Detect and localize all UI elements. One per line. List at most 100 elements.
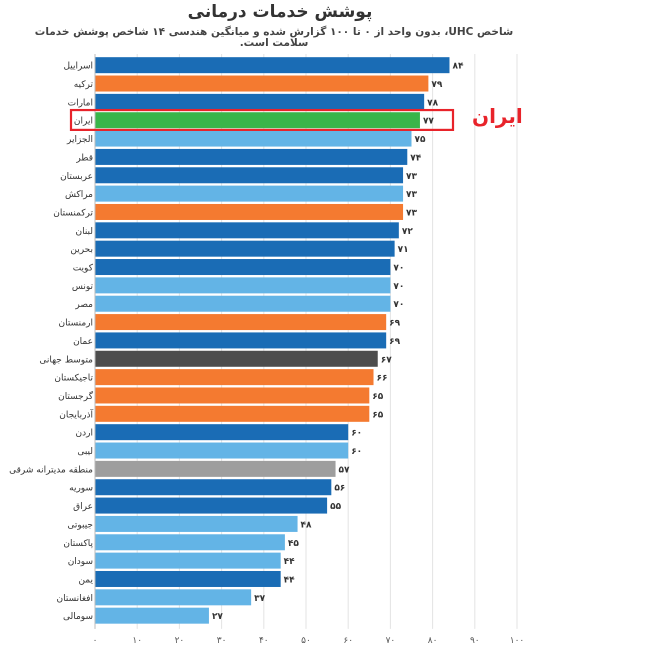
value-label: ۳۷ [254, 594, 265, 604]
x-tick-label: ۹۰ [470, 636, 480, 646]
bar [95, 259, 391, 276]
x-tick-label: ۱۰۰ [510, 636, 525, 646]
highlight-callout-label: ایران [472, 104, 523, 128]
bar [95, 552, 281, 569]
x-tick-label: ۴۰ [259, 636, 269, 646]
bar [95, 93, 425, 110]
value-label: ۴۴ [284, 557, 295, 567]
bar [95, 387, 370, 404]
x-tick-label: ۱۰ [132, 636, 142, 646]
value-label: ۷۹ [431, 80, 442, 90]
bar [95, 369, 374, 386]
value-label: ۷۳ [406, 172, 417, 182]
value-label: ۵۵ [330, 502, 341, 512]
value-label: ۷۳ [406, 190, 417, 200]
category-label: منطقه مدیترانه شرقی [9, 465, 93, 475]
bars-layer [95, 57, 450, 624]
value-label: ۷۰ [393, 264, 404, 274]
value-label: ۲۷ [212, 612, 223, 622]
labels-layer: اسراییل ۸۴ ترکیه ۷۹ امارات ۷۸ ایران ۷۷ الجزایر ۷۵… [9, 62, 464, 622]
bar [95, 222, 399, 239]
chart-subtitle: شاخص UHC، بدون واحد از ۰ تا ۱۰۰ گزارش شد… [34, 26, 514, 49]
bar [95, 442, 349, 459]
value-label: ۴۴ [284, 575, 295, 585]
category-label: الجزایر [66, 135, 93, 145]
category-label: آذربایجان [59, 408, 93, 420]
value-label: ۵۶ [334, 484, 345, 494]
x-tick-label: ۳۰ [217, 636, 227, 646]
bar [95, 607, 209, 624]
value-label: ۶۹ [389, 319, 400, 329]
category-label: مراکش [65, 190, 93, 200]
value-label: ۷۵ [415, 135, 426, 145]
category-label: ارمنستان [59, 319, 93, 329]
category-label: عراق [73, 502, 93, 512]
category-label: لبنان [75, 227, 93, 237]
x-tick-label: ۷۰ [386, 636, 396, 646]
x-tick-label: ۸۰ [428, 636, 438, 646]
bar [95, 240, 395, 257]
category-label: مصر [74, 300, 93, 310]
value-label: ۶۷ [381, 355, 392, 365]
value-label: ۷۷ [423, 117, 434, 127]
value-label: ۶۶ [377, 374, 388, 384]
category-label: قطر [75, 153, 93, 163]
bar [95, 589, 252, 606]
bar [95, 57, 450, 74]
x-tick-label: ۶۰ [343, 636, 353, 646]
bar [95, 295, 391, 312]
chart-title: پوشش خدمات درمانی [187, 2, 373, 22]
category-label: تونس [72, 282, 94, 292]
x-tick-label: ۵۰ [301, 636, 311, 646]
value-label: ۷۴ [410, 153, 421, 163]
category-label: یمن [78, 575, 93, 585]
value-label: ۷۲ [402, 227, 413, 237]
value-label: ۶۰ [351, 447, 362, 457]
category-label: عمان [73, 337, 93, 347]
bar [95, 332, 387, 349]
x-tick-label: ۲۰ [175, 636, 185, 646]
category-label: تاجیکستان [54, 374, 93, 384]
value-label: ۶۵ [372, 410, 383, 420]
highlight-layer [69, 108, 455, 132]
bar [95, 534, 285, 551]
category-label: اسراییل [63, 62, 93, 72]
category-label: متوسط جهانی [39, 355, 93, 365]
value-label: ۸۴ [452, 62, 463, 72]
category-label: لیبی [77, 447, 93, 457]
category-label: پاکستان [63, 539, 93, 549]
category-label: گرجستان [58, 390, 94, 402]
category-label: بحرین [70, 245, 93, 255]
value-label: ۷۰ [393, 282, 404, 292]
value-label: ۷۰ [393, 300, 404, 310]
category-label: سومالی [63, 612, 93, 622]
value-label: ۴۵ [288, 539, 299, 549]
bar [95, 314, 387, 331]
bar [95, 570, 281, 587]
value-label: ۷۸ [427, 98, 438, 108]
bar [95, 148, 408, 165]
category-label: ترکیه [74, 80, 94, 90]
category-label: عربستان [60, 172, 93, 182]
bar [95, 350, 378, 367]
x-tick-label: ۰ [93, 636, 98, 646]
category-label: ترکمنستان [53, 208, 93, 218]
category-label: ایران [74, 117, 93, 127]
bar [95, 75, 429, 92]
value-label: ۴۸ [301, 520, 312, 530]
value-label: ۷۳ [406, 208, 417, 218]
bar [95, 185, 404, 202]
value-label: ۶۹ [389, 337, 400, 347]
bar [95, 515, 298, 532]
category-label: سوریه [69, 484, 93, 494]
value-label: ۶۵ [372, 392, 383, 402]
bar [95, 277, 391, 294]
bar [95, 203, 404, 220]
value-label: ۷۱ [398, 245, 409, 255]
bar [95, 497, 328, 514]
category-label: امارات [68, 98, 93, 108]
category-label: سودان [68, 557, 93, 567]
category-label: اردن [76, 429, 93, 439]
category-label: کویت [73, 264, 94, 274]
